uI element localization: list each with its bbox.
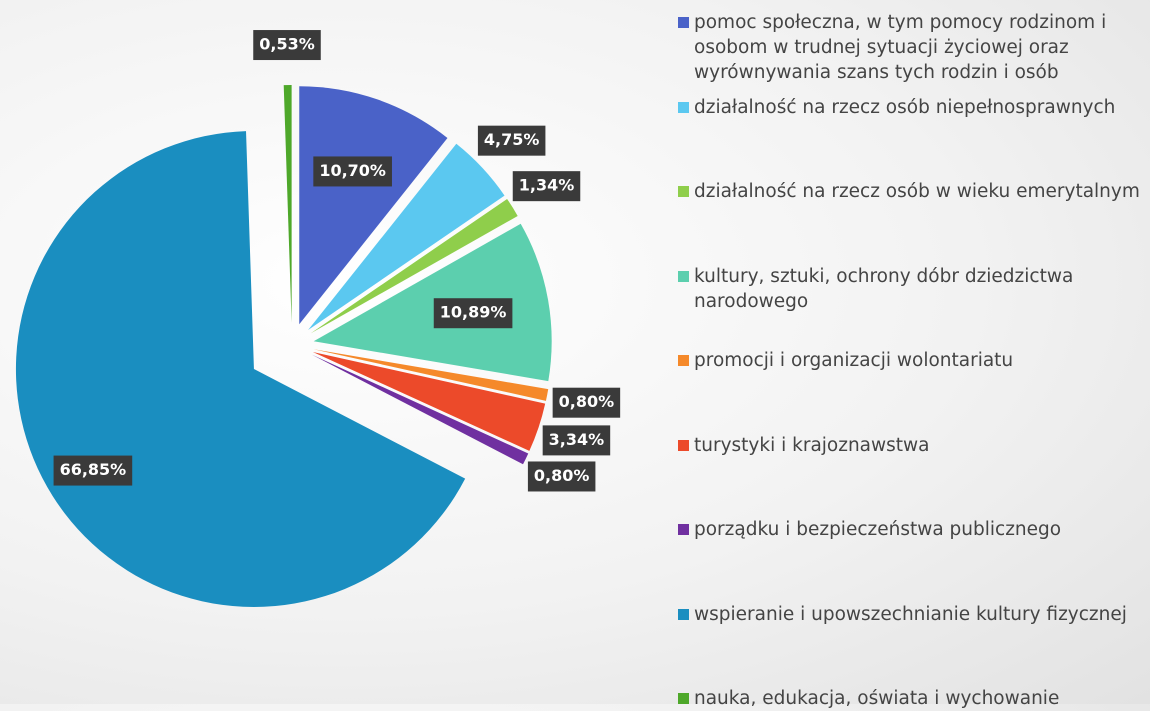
legend-label: działalność na rzecz osób niepełnosprawn… [694,96,1116,118]
legend-swatch [678,355,689,366]
data-label-box [512,171,581,202]
data-label: 0,80% [527,461,596,492]
legend-label: promocji i organizacji wolontariatu [694,350,1014,371]
legend-swatch [678,270,689,282]
legend-label: porządku i bezpieczeństwa publicznego [694,519,1062,540]
data-label: 3,34% [542,425,611,456]
legend-item: porządku i bezpieczeństwa publicznego [678,517,1150,542]
legend-item: działalność na rzecz osób niepełnosprawn… [678,95,1150,120]
legend-swatch [678,693,689,704]
pie-slice [313,223,552,382]
data-label-text: 66,85% [60,460,127,479]
data-label-box [53,455,133,486]
data-label: 10,89% [433,298,513,329]
legend-item: pomoc społeczna, w tym pomocy rodzinom i… [678,10,1150,85]
pie-slice [15,131,466,608]
chart: 10,70% 4,75% 1,34% 10,89% 0,80% 3,34% 0,80% 66,… [15,30,621,608]
data-label-box [313,156,392,187]
data-label-text: 0,53% [259,35,315,54]
pie-slice [310,198,518,334]
data-label-text: 0,80% [534,466,590,485]
pie-slice [311,354,529,465]
legend-swatch [678,439,689,451]
legend-label: kultury, sztuki, ochrony dóbr dziedzictw… [694,265,1074,312]
data-label: 4,75% [477,125,546,156]
legend-swatch [678,608,689,620]
legend-label: nauka, edukacja, oświata i wychowanie [694,688,1060,709]
data-label: 0,80% [552,387,621,418]
data-label-text: 0,80% [559,392,615,411]
pie-slice [283,85,292,324]
data-label-text: 1,34% [519,176,575,195]
legend-swatch [678,524,689,535]
data-label-text: 3,34% [549,430,605,449]
data-label: 10,70% [313,156,392,187]
data-label-box [477,125,546,156]
data-label-box [552,387,621,418]
legend-item: turystyki i krajoznawstwa [678,433,1150,458]
legend-item: działalność na rzecz osób w wieku emeryt… [678,179,1150,204]
legend-label: turystyki i krajoznawstwa [694,434,930,456]
legend-swatch [678,186,689,197]
data-label-box [433,298,513,329]
legend-item: kultury, sztuki, ochrony dóbr dziedzictw… [678,264,1150,314]
data-label-box [527,461,596,492]
legend-swatch [678,17,689,28]
data-label: 1,34% [512,171,581,202]
data-label-box [542,425,611,456]
data-label: 0,53% [253,30,321,61]
legend-item: nauka, edukacja, oświata i wychowanie [678,686,1150,711]
data-label-text: 10,89% [440,303,507,322]
legend-item: wspieranie i upowszechnianie kultury fiz… [678,602,1150,627]
legend-swatch [678,101,689,113]
pie-slice [308,143,505,331]
legend-label: działalność na rzecz osób w wieku emeryt… [694,181,1140,202]
pie-slice [313,349,549,401]
data-label-box [253,30,321,61]
legend-label: wspieranie i upowszechnianie kultury fiz… [694,603,1127,625]
pie-slice [312,351,546,451]
data-label-text: 10,70% [319,161,386,180]
pie-slice [299,86,448,325]
data-label: 66,85% [53,455,133,486]
legend-item: promocji i organizacji wolontariatu [678,348,1150,373]
data-label-text: 4,75% [484,130,540,149]
legend-label: pomoc społeczna, w tym pomocy rodzinom i… [694,12,1107,83]
